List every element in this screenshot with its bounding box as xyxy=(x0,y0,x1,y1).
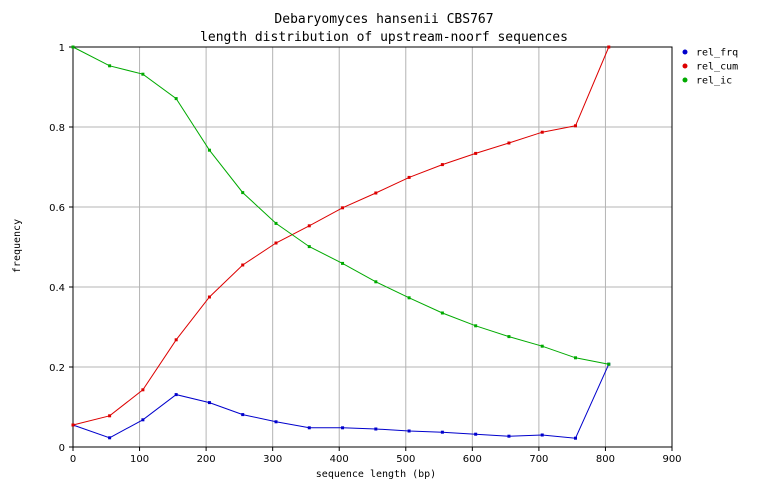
data-point-rel-frq xyxy=(307,426,311,430)
data-point-rel-frq xyxy=(374,427,378,431)
legend-marker-rel-frq xyxy=(682,49,688,55)
series xyxy=(71,45,611,440)
data-point-rel-cum xyxy=(540,130,544,134)
data-point-rel-cum xyxy=(507,141,511,145)
data-point-rel-ic xyxy=(71,45,75,49)
data-point-rel-frq xyxy=(108,436,112,440)
legend-label-rel-cum: rel_cum xyxy=(696,62,738,73)
data-point-rel-cum xyxy=(440,163,444,167)
x-tick-label: 400 xyxy=(330,454,349,465)
x-tick-label: 0 xyxy=(70,454,76,465)
x-tick-label: 800 xyxy=(596,454,615,465)
data-point-rel-cum xyxy=(71,423,75,427)
data-point-rel-frq xyxy=(174,393,178,397)
plot-frame xyxy=(72,46,673,448)
x-tick-label: 900 xyxy=(662,454,681,465)
data-point-rel-frq xyxy=(407,429,411,433)
data-point-rel-ic xyxy=(440,311,444,315)
y-tick-label: 0.8 xyxy=(49,123,65,134)
x-axis-label: sequence length (bp) xyxy=(316,469,436,480)
data-point-rel-ic xyxy=(174,97,178,101)
data-point-rel-ic xyxy=(341,261,345,265)
axes xyxy=(69,46,673,451)
data-point-rel-frq xyxy=(573,436,577,440)
data-point-rel-frq xyxy=(341,426,345,430)
data-point-rel-cum xyxy=(108,414,112,418)
legend-marker-rel-cum xyxy=(682,63,688,69)
data-point-rel-cum xyxy=(573,124,577,128)
grid xyxy=(73,47,672,447)
y-tick-label: 0.2 xyxy=(49,363,65,374)
data-point-rel-ic xyxy=(274,221,278,225)
data-point-rel-ic xyxy=(207,148,211,152)
data-point-rel-frq xyxy=(540,433,544,437)
data-point-rel-cum xyxy=(241,263,245,267)
data-point-rel-ic xyxy=(474,324,478,328)
x-tick-label: 300 xyxy=(263,454,282,465)
y-tick-label: 0.4 xyxy=(49,283,65,294)
data-point-rel-cum xyxy=(207,295,211,299)
legend-label-rel-frq: rel_frq xyxy=(696,48,738,59)
data-point-rel-ic xyxy=(374,280,378,284)
data-point-rel-cum xyxy=(374,191,378,195)
data-point-rel-frq xyxy=(507,434,511,438)
data-point-rel-ic xyxy=(540,344,544,348)
legend-label-rel-ic: rel_ic xyxy=(696,76,732,87)
data-point-rel-frq xyxy=(274,420,278,424)
data-point-rel-cum xyxy=(607,45,611,49)
series-line-rel-cum xyxy=(72,46,610,426)
y-tick-label: 1 xyxy=(59,43,65,54)
data-point-rel-cum xyxy=(341,206,345,210)
chart-subtitle: length distribution of upstream-noorf se… xyxy=(200,30,568,45)
data-point-rel-cum xyxy=(307,224,311,228)
series-line-rel-ic xyxy=(72,46,609,365)
y-axis-label: frequency xyxy=(12,219,23,273)
data-point-rel-cum xyxy=(274,241,278,245)
x-tick-label: 100 xyxy=(130,454,149,465)
legend: rel_frq rel_cum rel_ic xyxy=(682,48,738,87)
data-point-rel-cum xyxy=(407,175,411,179)
data-point-rel-ic xyxy=(141,72,145,76)
x-tick-label: 500 xyxy=(396,454,415,465)
data-point-rel-ic xyxy=(573,356,577,360)
data-point-rel-cum xyxy=(474,151,478,155)
x-tick-label: 200 xyxy=(197,454,216,465)
x-tick-label: 700 xyxy=(529,454,548,465)
data-point-rel-cum xyxy=(174,338,178,342)
data-point-rel-ic xyxy=(407,296,411,300)
y-tick-label: 0 xyxy=(59,443,65,454)
series-line-rel-frq xyxy=(72,363,610,439)
data-point-rel-frq xyxy=(141,418,145,422)
data-point-rel-frq xyxy=(207,401,211,405)
data-point-rel-ic xyxy=(607,362,611,366)
data-point-rel-frq xyxy=(474,432,478,436)
data-point-rel-cum xyxy=(141,388,145,392)
tick-labels: 0 100 200 300 400 500 600 700 800 900 0 0.2 0.4 0.6 0.… xyxy=(49,43,681,465)
chart-title: Debaryomyces hansenii CBS767 xyxy=(274,12,493,27)
data-point-rel-ic xyxy=(108,64,112,68)
legend-marker-rel-ic xyxy=(682,77,688,83)
data-point-rel-frq xyxy=(241,413,245,417)
data-point-rel-ic xyxy=(307,245,311,249)
data-point-rel-ic xyxy=(507,335,511,339)
data-point-rel-frq xyxy=(440,430,444,434)
x-tick-label: 600 xyxy=(463,454,482,465)
data-point-rel-ic xyxy=(241,191,245,195)
y-tick-label: 0.6 xyxy=(49,203,65,214)
